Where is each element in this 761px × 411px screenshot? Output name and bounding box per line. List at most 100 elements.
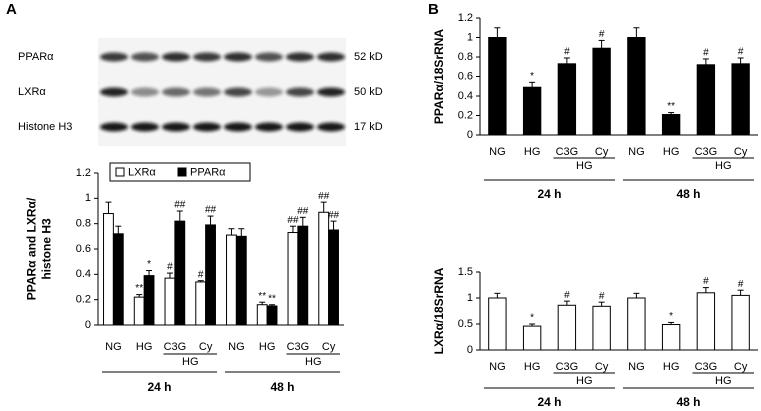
x-tick-label: Cy [199, 341, 213, 353]
y-tick-label: 0.8 [458, 51, 473, 63]
x-tick-label: HG [663, 361, 680, 373]
bar [557, 63, 577, 136]
subgroup-label: HG [715, 375, 732, 387]
error-bar [105, 201, 112, 214]
significance: # [198, 269, 204, 280]
significance: * [530, 313, 534, 324]
x-tick-label: HG [663, 146, 680, 158]
blot-size: 52 kD [354, 51, 383, 63]
group-label: 24 h [147, 380, 171, 394]
bar [266, 305, 278, 326]
y-tick-label: 0.8 [76, 218, 91, 230]
y-tick-label: 0 [467, 129, 473, 141]
subgroup-label: HG [715, 160, 732, 172]
blot-label: PPARα [18, 51, 54, 63]
bar [488, 297, 507, 351]
error-bar [299, 216, 306, 227]
x-tick-label: C3G [695, 361, 718, 373]
subgroup-label: HG [305, 356, 322, 368]
error-bar [494, 27, 501, 38]
y-tick-label: 1 [467, 292, 473, 304]
significance: # [599, 291, 605, 302]
bar [103, 213, 114, 326]
y-tick-label: 0.4 [458, 90, 473, 102]
x-tick-label: C3G [556, 146, 579, 158]
blot-band [255, 52, 283, 62]
bar [627, 37, 646, 136]
y-axis-label: PPARα/18SrRNA [432, 29, 446, 125]
x-tick-label: Cy [595, 361, 609, 373]
error-bar [563, 300, 570, 306]
x-tick-label: HG [259, 341, 276, 353]
significance: # [738, 279, 744, 290]
significance: ## [297, 206, 309, 217]
x-tick-label: NG [105, 341, 122, 353]
error-bar [668, 112, 675, 115]
significance: ## [287, 215, 299, 226]
bar [174, 220, 186, 326]
error-bar [737, 57, 744, 64]
y-tick-label: 0 [467, 344, 473, 356]
legend-swatch [115, 167, 125, 177]
bar [696, 292, 716, 351]
blot-band [255, 122, 283, 132]
blot-band [162, 122, 190, 132]
x-tick-label: HG [524, 361, 541, 373]
significance: ## [174, 200, 186, 211]
y-tick-label: 0.2 [76, 294, 91, 306]
subgroup-label: HG [576, 375, 593, 387]
bar [205, 224, 216, 326]
y-tick-label: 0.6 [458, 70, 473, 82]
error-bar [529, 81, 536, 88]
blot-band [255, 87, 283, 97]
y-tick-label: 0.2 [458, 109, 473, 121]
error-bar [633, 292, 640, 298]
x-tick-label: HG [524, 146, 541, 158]
error-bar [207, 215, 214, 225]
blot-band [317, 52, 345, 62]
bar [592, 47, 611, 136]
blot-band [100, 87, 128, 97]
blot-band [162, 87, 190, 97]
significance: ** [667, 101, 675, 112]
bar [328, 229, 339, 326]
x-tick-label: NG [628, 361, 645, 373]
subgroup-label: HG [182, 356, 199, 368]
error-bar [702, 58, 709, 65]
x-tick-label: C3G [287, 341, 310, 353]
error-bar [668, 321, 675, 325]
error-bar [146, 270, 153, 276]
significance: ** [268, 293, 276, 304]
x-tick-label: NG [228, 341, 245, 353]
bar [731, 63, 750, 136]
significance: # [564, 47, 570, 58]
blot-band [131, 52, 159, 62]
legend-swatch [177, 167, 187, 177]
group-label: 48 h [676, 395, 700, 409]
significance: * [530, 71, 534, 82]
bar [133, 296, 145, 326]
error-bar [563, 57, 570, 64]
blot-band [100, 122, 128, 132]
x-tick-label: Cy [734, 146, 748, 158]
y-tick-label: 0.4 [76, 268, 91, 280]
x-tick-label: C3G [164, 341, 187, 353]
y-tick-label: 1.2 [76, 167, 91, 179]
x-tick-label: Cy [322, 341, 336, 353]
y-axis-label: histone H3 [40, 218, 54, 280]
group-label: 24 h [537, 395, 561, 409]
blot-band [224, 87, 252, 97]
error-bar [529, 323, 536, 327]
error-bar [197, 280, 204, 282]
y-tick-label: 1 [467, 31, 473, 43]
error-bar [598, 39, 605, 49]
significance: ** [258, 291, 266, 302]
significance: ## [205, 205, 217, 216]
x-tick-label: NG [628, 146, 645, 158]
group-label: 48 h [676, 187, 700, 201]
error-bar [289, 225, 296, 233]
bar [256, 304, 268, 326]
bar [235, 235, 247, 326]
blot-band [193, 122, 221, 132]
blot-band [224, 122, 252, 132]
